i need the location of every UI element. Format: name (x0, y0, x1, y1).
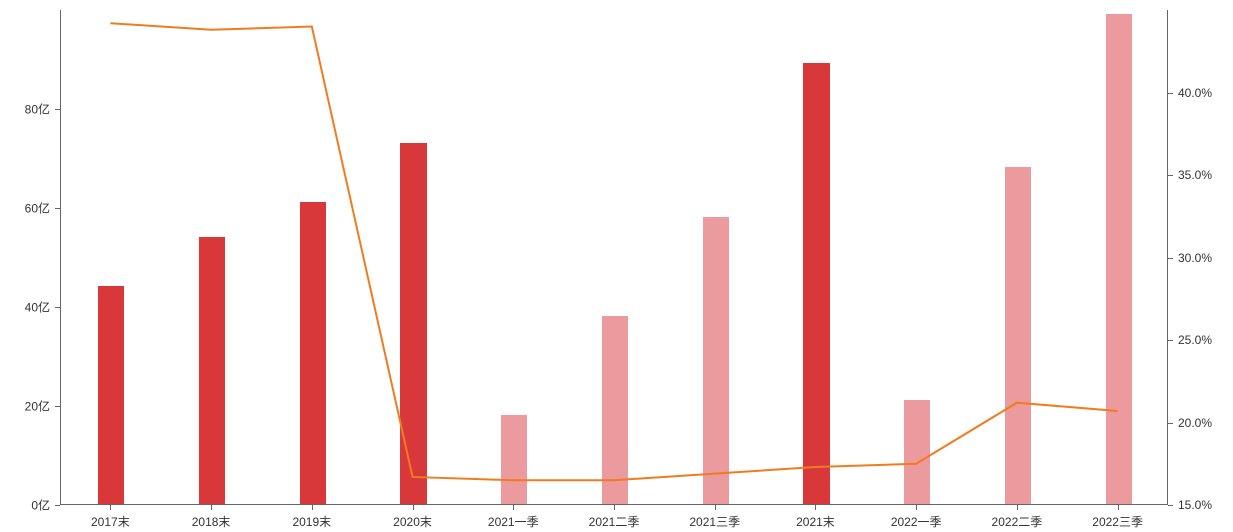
chart-line (110, 23, 1117, 480)
y-right-tick-label: 30.0% (1178, 251, 1212, 265)
tick-mark (614, 505, 615, 510)
y-left-tick-label: 60亿 (25, 200, 50, 217)
y-right-tick-label: 25.0% (1178, 333, 1212, 347)
tick-mark (1168, 423, 1173, 424)
tick-mark (1168, 175, 1173, 176)
y-left-tick-label: 80亿 (25, 101, 50, 118)
tick-mark (513, 505, 514, 510)
x-tick-label: 2022三季 (1092, 513, 1143, 530)
y-right-tick-label: 15.0% (1178, 498, 1212, 512)
x-tick-label: 2021一季 (488, 513, 539, 530)
tick-mark (55, 406, 60, 407)
x-tick-label: 2022一季 (891, 513, 942, 530)
tick-mark (815, 505, 816, 510)
tick-mark (413, 505, 414, 510)
tick-mark (1168, 505, 1173, 506)
y-left-tick-label: 20亿 (25, 398, 50, 415)
tick-mark (211, 505, 212, 510)
tick-mark (312, 505, 313, 510)
tick-mark (1118, 505, 1119, 510)
tick-mark (55, 109, 60, 110)
tick-mark (1168, 340, 1173, 341)
x-tick-label: 2019末 (292, 513, 331, 530)
x-tick-label: 2018末 (192, 513, 231, 530)
tick-mark (55, 208, 60, 209)
x-tick-label: 2022二季 (992, 513, 1043, 530)
x-tick-label: 2021末 (796, 513, 835, 530)
y-right-tick-label: 20.0% (1178, 416, 1212, 430)
tick-mark (55, 505, 60, 506)
tick-mark (55, 307, 60, 308)
y-left-tick-label: 0亿 (31, 497, 50, 514)
x-tick-label: 2017末 (91, 513, 130, 530)
chart-line-layer (0, 0, 1233, 532)
tick-mark (1017, 505, 1018, 510)
tick-mark (110, 505, 111, 510)
y-right-tick-label: 35.0% (1178, 168, 1212, 182)
x-tick-label: 2021三季 (689, 513, 740, 530)
tick-mark (916, 505, 917, 510)
y-left-tick-label: 40亿 (25, 299, 50, 316)
chart: 0亿 20亿 40亿 60亿 80亿 15.0% 20.0% 25.0% 30.0% 35.0% 4… (0, 0, 1233, 532)
x-tick-label: 2020末 (393, 513, 432, 530)
tick-mark (715, 505, 716, 510)
tick-mark (1168, 258, 1173, 259)
x-tick-label: 2021二季 (589, 513, 640, 530)
tick-mark (1168, 93, 1173, 94)
y-right-tick-label: 40.0% (1178, 86, 1212, 100)
